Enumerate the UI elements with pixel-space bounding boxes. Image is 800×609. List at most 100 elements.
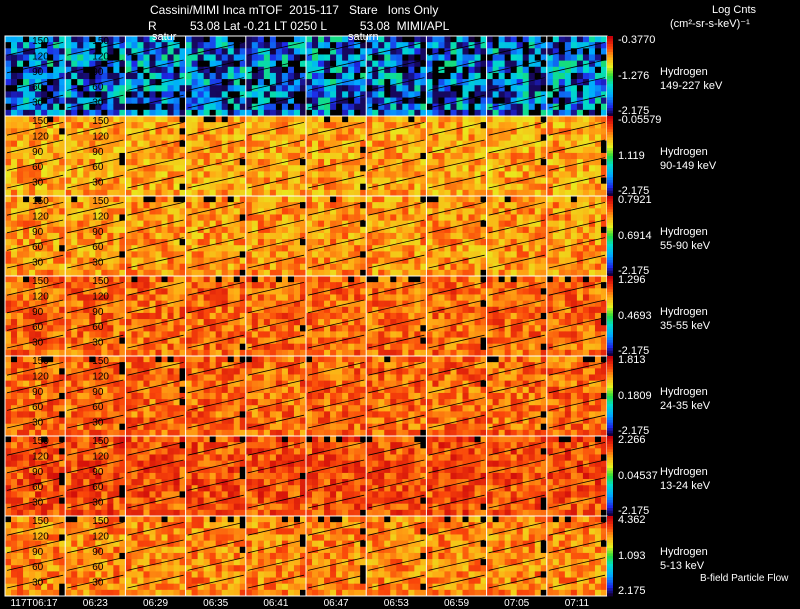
heatmap-cell bbox=[486, 60, 494, 68]
heatmap-cell bbox=[131, 331, 138, 338]
heatmap-cell bbox=[71, 331, 78, 338]
heatmap-cell bbox=[29, 165, 36, 172]
heatmap-cell bbox=[450, 226, 457, 234]
heatmap-cell bbox=[245, 294, 253, 302]
heatmap-cell bbox=[155, 66, 162, 74]
heatmap-cell bbox=[474, 196, 481, 203]
heatmap-cell bbox=[324, 140, 331, 148]
heatmap-cell bbox=[324, 232, 331, 240]
heatmap-cell bbox=[17, 196, 24, 203]
heatmap-cell bbox=[125, 220, 132, 228]
heatmap-cell bbox=[318, 300, 325, 308]
heatmap-cell bbox=[558, 54, 566, 62]
heatmap-cell bbox=[318, 165, 325, 172]
heatmap-cell bbox=[239, 239, 247, 246]
heatmap-cell bbox=[354, 257, 361, 265]
heatmap-cell bbox=[185, 36, 193, 43]
heatmap-cell bbox=[11, 319, 18, 326]
heatmap-cell bbox=[251, 103, 259, 111]
heatmap-cell bbox=[318, 97, 325, 105]
heatmap-cell bbox=[516, 263, 524, 271]
heatmap-cell bbox=[221, 276, 229, 283]
heatmap-cell bbox=[384, 239, 391, 246]
heatmap-cell bbox=[107, 319, 114, 326]
pitch-angle-label: 120 bbox=[32, 211, 49, 222]
heatmap-cell bbox=[11, 109, 18, 117]
heatmap-cell bbox=[522, 48, 530, 55]
heatmap-cell bbox=[143, 140, 150, 148]
heatmap-cell bbox=[53, 128, 60, 135]
heatmap-cell bbox=[221, 343, 229, 351]
heatmap-cell bbox=[71, 300, 78, 308]
heatmap-cell bbox=[420, 282, 427, 289]
heatmap-cell bbox=[89, 325, 96, 332]
heatmap-cell bbox=[191, 134, 199, 142]
heatmap-cell bbox=[564, 226, 572, 234]
heatmap-cell bbox=[47, 257, 54, 265]
heatmap-cell bbox=[137, 177, 144, 185]
colorbar-segment bbox=[607, 217, 613, 221]
heatmap-cell bbox=[444, 196, 451, 203]
heatmap-cell bbox=[53, 331, 60, 338]
heatmap-cell bbox=[95, 312, 102, 320]
heatmap-cell bbox=[209, 97, 217, 105]
heatmap-cell bbox=[360, 189, 367, 197]
heatmap-cell bbox=[221, 36, 229, 43]
pitch-angle-contour bbox=[127, 59, 184, 74]
heatmap-cell bbox=[161, 202, 168, 209]
colorbar-segment bbox=[607, 84, 613, 88]
heatmap-cell bbox=[312, 152, 319, 160]
heatmap-cell bbox=[534, 103, 542, 111]
heatmap-cell bbox=[275, 208, 283, 215]
pitch-angle-contour bbox=[6, 94, 64, 109]
heatmap-cell bbox=[59, 220, 66, 228]
heatmap-cell bbox=[263, 337, 271, 345]
heatmap-cell bbox=[372, 60, 379, 68]
heatmap-cell bbox=[113, 337, 120, 345]
heatmap-cell bbox=[378, 269, 385, 277]
heatmap-cell bbox=[263, 276, 271, 283]
heatmap-cell bbox=[197, 97, 205, 105]
heatmap-cell bbox=[125, 122, 132, 129]
heatmap-cell bbox=[396, 128, 403, 135]
heatmap-cell bbox=[318, 214, 325, 222]
heatmap-cell bbox=[191, 116, 199, 123]
heatmap-cell bbox=[101, 202, 108, 209]
heatmap-cell bbox=[330, 337, 337, 345]
heatmap-cell bbox=[498, 220, 506, 228]
heatmap-cell bbox=[233, 349, 241, 357]
heatmap-cell bbox=[5, 257, 12, 265]
heatmap-cell bbox=[203, 109, 211, 117]
heatmap-cell bbox=[59, 79, 66, 86]
heatmap-cell bbox=[47, 134, 54, 142]
heatmap-cell bbox=[330, 128, 337, 135]
heatmap-cell bbox=[5, 196, 12, 203]
heatmap-cell bbox=[173, 214, 180, 222]
heatmap-cell bbox=[209, 196, 217, 203]
heatmap-cell bbox=[594, 134, 602, 142]
heatmap-cell bbox=[215, 331, 223, 338]
heatmap-cell bbox=[480, 202, 487, 209]
heatmap-cell bbox=[227, 263, 235, 271]
heatmap-cell bbox=[558, 85, 566, 92]
heatmap-cell bbox=[312, 97, 319, 105]
heatmap-cell bbox=[336, 146, 343, 154]
heatmap-cell bbox=[293, 269, 301, 277]
heatmap-cell bbox=[71, 312, 78, 320]
heatmap-cell bbox=[95, 319, 102, 326]
heatmap-cell bbox=[83, 42, 90, 49]
heatmap-cell bbox=[336, 183, 343, 191]
heatmap-cell bbox=[576, 66, 584, 74]
heatmap-cell bbox=[125, 91, 132, 98]
heatmap-cell bbox=[318, 152, 325, 160]
heatmap-cell bbox=[299, 134, 307, 142]
heatmap-cell bbox=[179, 325, 186, 332]
heatmap-cell bbox=[5, 214, 12, 222]
heatmap-cell bbox=[534, 66, 542, 74]
heatmap-cell bbox=[137, 220, 144, 228]
heatmap-cell bbox=[107, 165, 114, 172]
heatmap-cell bbox=[23, 319, 30, 326]
heatmap-cell bbox=[342, 54, 349, 62]
heatmap-cell bbox=[492, 116, 500, 123]
heatmap-cell bbox=[594, 196, 602, 203]
